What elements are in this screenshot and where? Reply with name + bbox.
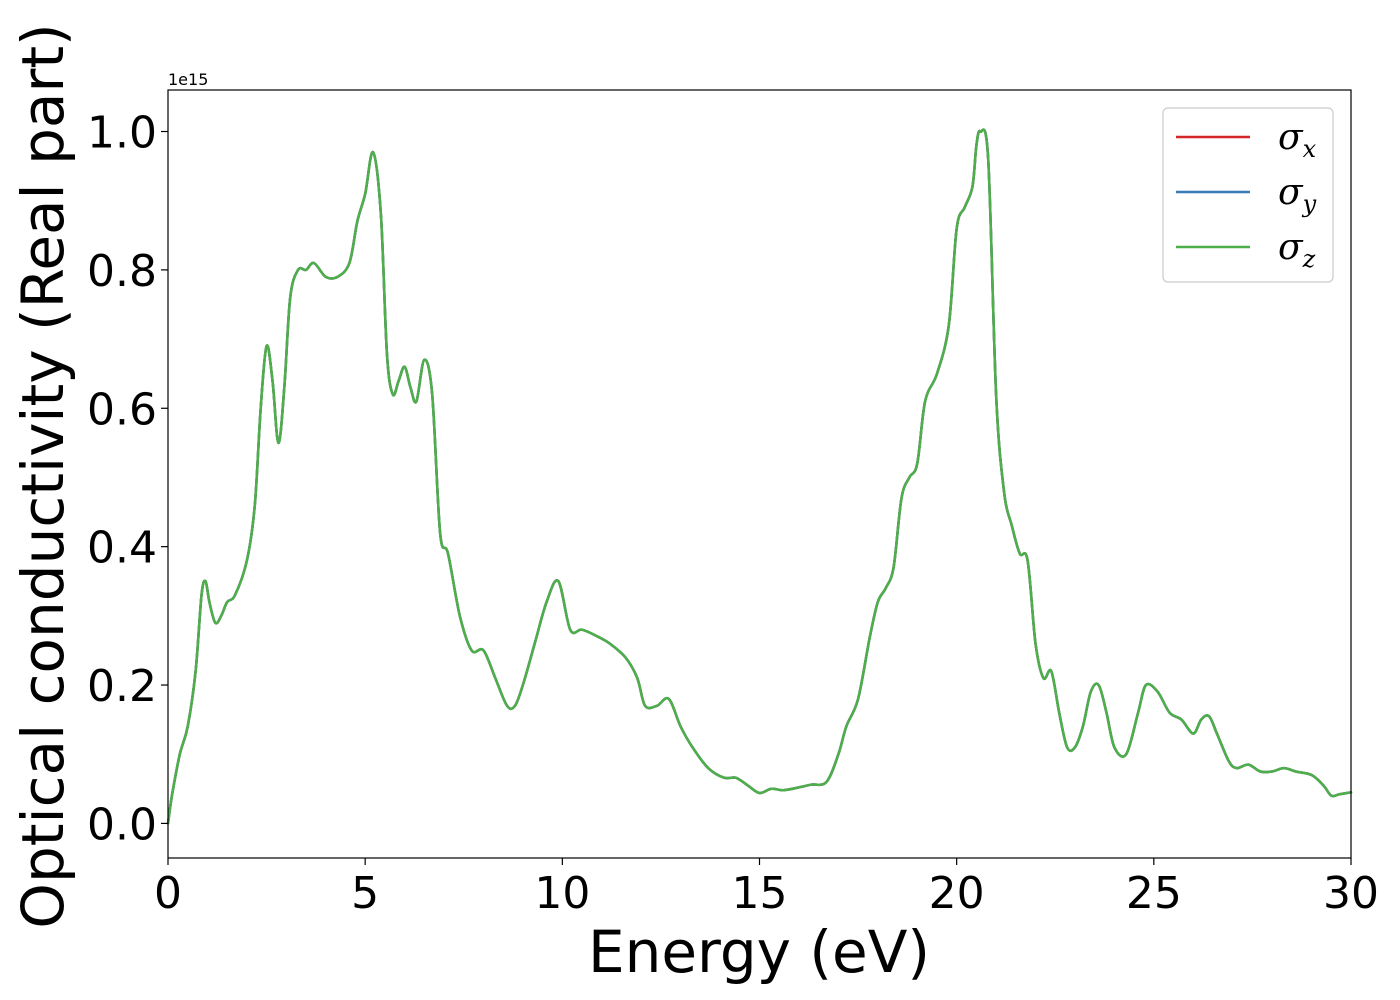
x-tick-label: 30 xyxy=(1323,868,1379,919)
y-axis-title: Optical conductivity (Real part) xyxy=(9,23,77,928)
legend-label-subscript: y xyxy=(1302,190,1317,218)
x-tick-label: 25 xyxy=(1126,868,1182,919)
y-tick-label: 0.6 xyxy=(87,384,157,435)
y-tick-label: 1.0 xyxy=(87,108,157,159)
legend-label-subscript: z xyxy=(1302,245,1316,273)
y-tick-label: 0.2 xyxy=(87,661,157,712)
x-tick-label: 20 xyxy=(929,868,985,919)
y-tick-label: 0.0 xyxy=(87,799,157,850)
x-tick-label: 10 xyxy=(534,868,590,919)
legend-box xyxy=(1162,107,1334,283)
y-axis-ticks: 0.0 0.2 0.4 0.6 0.8 1.0 xyxy=(87,108,168,850)
x-axis-ticks: 0 5 10 15 20 25 30 xyxy=(154,858,1379,919)
series-line-3 xyxy=(166,128,1353,825)
legend-label-subscript: x xyxy=(1303,135,1317,163)
series-layer xyxy=(166,128,1353,825)
x-axis-title: Energy (eV) xyxy=(588,918,930,986)
y-tick-label: 0.8 xyxy=(87,246,157,297)
x-tick-label: 5 xyxy=(351,868,379,919)
x-tick-label: 0 xyxy=(154,868,182,919)
x-tick-label: 15 xyxy=(732,868,788,919)
y-offset-label: 1e15 xyxy=(168,70,208,89)
y-tick-label: 0.4 xyxy=(87,523,157,574)
